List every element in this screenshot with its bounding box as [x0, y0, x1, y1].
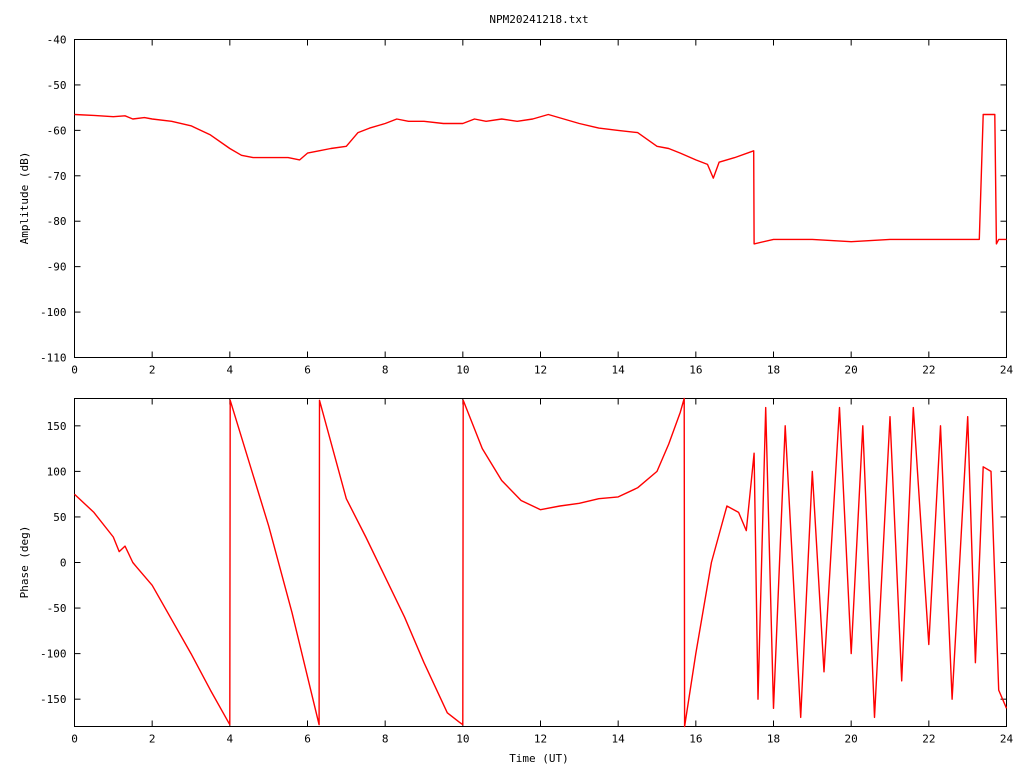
phase-x-tick-label: 22: [922, 733, 935, 746]
amplitude-y-tick-label: -60: [47, 124, 67, 137]
phase-trace-line: [74, 397, 1008, 728]
phase-panel: Phase (deg) Time (UT) 0 2 4 6 8 10 12 14 16 18 20 2…: [18, 397, 1014, 765]
phase-y-tick-label: -100: [40, 648, 67, 661]
phase-y-tick-label: -150: [40, 693, 67, 706]
amplitude-x-tick-label: 22: [922, 364, 935, 377]
chart-title: NPM20241218.txt: [489, 13, 588, 26]
amplitude-y-tick-label: -100: [40, 306, 67, 319]
amplitude-x-tick-label: 4: [227, 364, 234, 377]
amplitude-y-tick-label: -90: [47, 261, 67, 274]
phase-y-tick-label: 50: [53, 511, 66, 524]
phase-x-tick-label: 12: [534, 733, 547, 746]
amplitude-x-tick-label: 24: [1000, 364, 1014, 377]
phase-x-tick-label: 18: [767, 733, 780, 746]
phase-y-tick-label: 100: [47, 465, 67, 478]
amplitude-panel: Amplitude (dB) 0 2 4 6 8 10 12 14 16 18 20 22 24-40-…: [18, 34, 1013, 377]
phase-x-tick-label: 20: [845, 733, 858, 746]
amplitude-x-tick-label: 18: [767, 364, 780, 377]
amplitude-y-tick-label: -40: [47, 34, 67, 47]
time-x-axis-label: Time (UT): [509, 752, 569, 765]
phase-y-tick-label: 0: [60, 557, 67, 570]
amplitude-plot-frame: [74, 39, 1007, 358]
amplitude-y-tick-label: -50: [47, 79, 67, 92]
amplitude-trace-line: [74, 113, 1007, 245]
phase-x-tick-label: 10: [456, 733, 469, 746]
amplitude-x-tick-label: 20: [845, 364, 858, 377]
phase-x-tick-label: 16: [689, 733, 702, 746]
amplitude-x-tick-label: 16: [689, 364, 702, 377]
phase-x-tick-label: 14: [612, 733, 626, 746]
phase-x-tick-label: 4: [227, 733, 234, 746]
phase-y-axis-label: Phase (deg): [18, 526, 31, 599]
phase-x-tick-label: 6: [304, 733, 311, 746]
amplitude-x-tick-label: 8: [382, 364, 389, 377]
amplitude-y-tick-label: -110: [40, 352, 67, 365]
amplitude-x-tick-label: 10: [456, 364, 469, 377]
amplitude-x-tick-label: 0: [71, 364, 78, 377]
phase-x-tick-label: 8: [382, 733, 389, 746]
amplitude-x-tick-label: 2: [149, 364, 156, 377]
amplitude-y-axis-label: Amplitude (dB): [18, 152, 31, 245]
amplitude-x-tick-label: 14: [612, 364, 626, 377]
amplitude-x-tick-label: 12: [534, 364, 547, 377]
amplitude-x-tick-label: 6: [304, 364, 311, 377]
phase-plot-frame: [74, 398, 1007, 727]
phase-x-tick-label: 2: [149, 733, 156, 746]
amplitude-y-tick-label: -80: [47, 215, 67, 228]
phase-y-tick-label: 150: [47, 420, 67, 433]
phase-x-tick-label: 24: [1000, 733, 1014, 746]
phase-x-tick-label: 0: [71, 733, 78, 746]
amplitude-y-tick-label: -70: [47, 170, 67, 183]
phase-y-tick-label: -50: [47, 602, 67, 615]
